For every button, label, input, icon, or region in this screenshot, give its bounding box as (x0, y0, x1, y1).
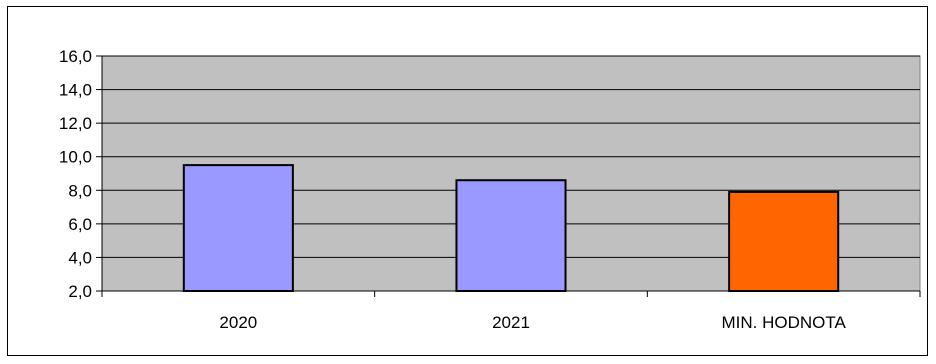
y-tick-label: 8,0 (68, 181, 92, 200)
x-tick-label: MIN. HODNOTA (721, 313, 846, 332)
bar-2020 (182, 164, 294, 293)
bar-min-hodnota (728, 190, 840, 292)
bar-2021 (455, 179, 567, 292)
x-tick-label: 2021 (492, 313, 530, 332)
x-tick-label: 2020 (219, 313, 257, 332)
y-tick-label: 14,0 (59, 81, 92, 100)
y-tick-label: 6,0 (68, 215, 92, 234)
y-tick-label: 2,0 (68, 282, 92, 301)
y-tick-label: 16,0 (59, 47, 92, 66)
y-tick-label: 4,0 (68, 248, 92, 267)
y-tick-label: 10,0 (59, 148, 92, 167)
y-tick-label: 12,0 (59, 114, 92, 133)
